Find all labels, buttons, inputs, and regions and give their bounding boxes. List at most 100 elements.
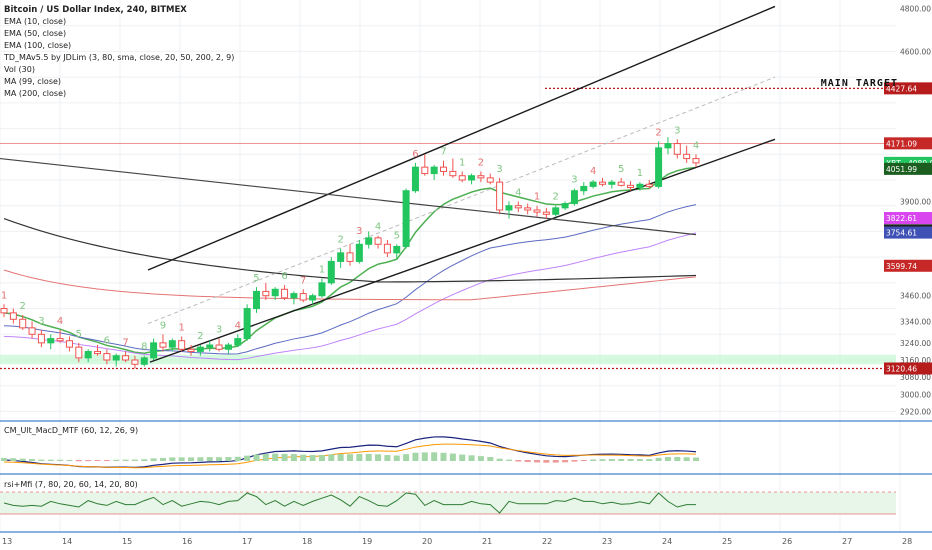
candle-body [627, 184, 635, 189]
candle-body [337, 252, 345, 262]
candle-body [159, 342, 167, 348]
legend-ma99[interactable]: MA (99, close) [4, 77, 62, 86]
legend-ema10[interactable]: EMA (10, close) [4, 17, 67, 26]
channel-lower-line [149, 138, 776, 363]
price-tag-box [884, 162, 932, 175]
macd-histogram-bar [159, 457, 166, 461]
symbol-title: Bitcoin / US Dollar Index, 240, BITMEX [4, 5, 187, 15]
candle-body [617, 181, 625, 186]
macd-histogram-bar [253, 454, 260, 461]
time-tick-label: 15 [122, 537, 132, 546]
legend-td-ma[interactable]: TD_MAv5.5 by JDLim (3, 80, sma, close, 2… [4, 53, 235, 62]
time-tick-label: 23 [602, 537, 612, 546]
price-tag-label: 3754.61 [886, 229, 917, 238]
macd-histogram-bar [113, 459, 120, 461]
macd-histogram-bar [169, 457, 176, 461]
price-axis[interactable]: 4800.00 4600.00 4427.64 4171.09 4051.99 3900.… [884, 0, 932, 420]
time-tick-label: 13 [2, 537, 12, 546]
macd-histogram-bar [141, 459, 148, 461]
price-tick-label: 3160.00 [900, 356, 931, 365]
macd-histogram-bar [75, 460, 82, 462]
candlestick-layer [0, 137, 700, 369]
legend-ma200[interactable]: MA (200, close) [4, 89, 67, 98]
td-count-label: 1 [534, 192, 540, 203]
macd-histogram-bar [599, 459, 606, 461]
macd-histogram-bar [580, 460, 587, 462]
macd-histogram-bar [225, 457, 232, 461]
candle-body [589, 181, 597, 187]
candle-body [271, 288, 279, 297]
candle-body [673, 143, 681, 155]
candle-body [37, 333, 45, 344]
price-tick-label: 4800.00 [900, 5, 931, 14]
candle-body [112, 355, 120, 361]
candle-body [365, 237, 373, 245]
time-tick-label: 26 [782, 537, 792, 546]
td-count-label: 1 [637, 168, 643, 179]
candle-body [309, 295, 317, 301]
candle-body [140, 357, 148, 365]
candle-body [561, 203, 569, 209]
candle-body [187, 348, 195, 352]
support-zone-layer [0, 87, 896, 370]
time-axis[interactable]: 13 14 15 16 17 18 19 20 21 22 23 24 25 26 27 28 [2, 537, 912, 546]
macd-histogram-bar [693, 457, 699, 461]
candle-body [542, 211, 550, 215]
macd-histogram-bar [683, 457, 690, 461]
td-count-label: 4 [515, 187, 521, 198]
macd-histogram-bar [47, 459, 54, 461]
price-tag-label: 4427.64 [886, 84, 917, 93]
macd-histogram-bar [449, 453, 456, 461]
price-tag-box [884, 212, 932, 225]
candle-body [496, 181, 504, 211]
candle-body [224, 344, 232, 350]
macd-histogram-bar [38, 459, 45, 461]
candle-body [383, 243, 391, 254]
td-count-label: 3 [496, 164, 502, 175]
td-count-label: 3 [216, 325, 222, 336]
macd-histogram-bar [590, 459, 597, 461]
candle-body [636, 183, 644, 189]
td-count-label: 2 [655, 127, 661, 138]
candle-body [402, 190, 410, 247]
macd-pane-label[interactable]: CM_Ult_MacD_MTF (60, 12, 26, 9) [4, 426, 139, 435]
macd-histogram-bar [608, 458, 615, 461]
time-tick-label: 18 [302, 537, 312, 546]
macd-histogram-bar [393, 455, 400, 461]
price-tick-label: 3900.00 [900, 197, 931, 206]
rsi-pane-label[interactable]: rsi+Mfi (7, 80, 20, 60, 14, 20, 80) [4, 480, 138, 489]
candle-body [0, 308, 8, 314]
macd-histogram-bar [29, 459, 36, 461]
td-count-label: 3 [571, 175, 577, 186]
macd-histogram-bar [646, 459, 653, 461]
legend-ema100[interactable]: EMA (100, close) [4, 41, 72, 50]
candle-body [598, 181, 606, 185]
macd-histogram-bar [10, 458, 17, 461]
candle-body [84, 350, 92, 359]
macd-histogram-bar [290, 454, 297, 461]
td-count-label: 1 [178, 322, 184, 333]
candle-body [327, 260, 335, 284]
candle-body [9, 312, 17, 320]
price-tag-label: 4051.99 [886, 165, 917, 174]
candle-body [421, 166, 429, 175]
td-count-label: 2 [478, 157, 484, 168]
td-count-label: 2 [337, 235, 343, 246]
channel-mid-line [147, 76, 776, 325]
td-count-label: 4 [375, 222, 381, 233]
candle-body [374, 237, 382, 245]
price-tag-label: 3822.61 [886, 214, 917, 223]
candle-body [28, 327, 36, 335]
candle-body [47, 338, 55, 344]
time-tick-label: 24 [662, 537, 672, 546]
legend-volume[interactable]: Vol (30) [4, 65, 35, 74]
price-tick-label: 3460.00 [900, 292, 931, 301]
macd-histogram-bar [57, 459, 64, 461]
macd-histogram-bar [272, 453, 279, 461]
candle-body [281, 288, 289, 299]
legend-ema50[interactable]: EMA (50, close) [4, 29, 67, 38]
macd-histogram-bar [524, 460, 531, 463]
candle-body [449, 170, 457, 177]
td-count-label: 9 [160, 320, 166, 331]
